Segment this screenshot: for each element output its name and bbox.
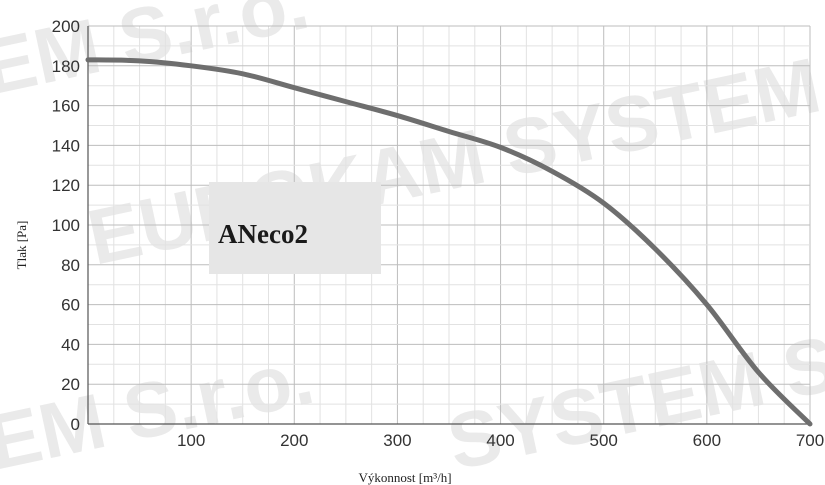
watermark-text-4: SYSTEM S.r: [440, 308, 825, 485]
legend-box: [209, 182, 381, 274]
x-tick-label: 200: [280, 431, 308, 450]
y-tick-label: 20: [61, 375, 80, 394]
y-tick-label: 80: [61, 256, 80, 275]
y-tick-label: 60: [61, 296, 80, 315]
y-tick-label: 120: [52, 176, 80, 195]
series-layer: [85, 57, 813, 427]
grid: [87, 25, 811, 425]
y-tick-label: 200: [52, 17, 80, 36]
y-tick-label: 180: [52, 57, 80, 76]
legend: ANeco2: [209, 182, 381, 274]
axes: [87, 26, 810, 425]
y-tick-label: 160: [52, 97, 80, 116]
y-tick-label: 140: [52, 136, 80, 155]
x-axis-label: Výkonnost [m³/h]: [358, 470, 451, 485]
y-axis-label: Tlak [Pa]: [14, 221, 29, 270]
x-tick-label: 400: [486, 431, 514, 450]
y-tick-label: 100: [52, 216, 80, 235]
legend-label: ANeco2: [218, 219, 308, 249]
watermark-text-3: EM S.r.o.: [0, 332, 321, 485]
x-tick-label: 500: [590, 431, 618, 450]
y-tick-label: 0: [71, 415, 80, 434]
tick-labels: 100 200 300 400 500 600 700 0 20 40 60 80 100 120 140 1…: [52, 17, 825, 450]
y-tick-label: 40: [61, 335, 80, 354]
x-tick-label: 100: [177, 431, 205, 450]
x-tick-label: 700: [796, 431, 824, 450]
x-tick-label: 300: [383, 431, 411, 450]
series-line-aneco2: [85, 57, 813, 427]
x-tick-label: 600: [693, 431, 721, 450]
